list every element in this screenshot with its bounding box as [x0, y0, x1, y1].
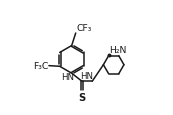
Text: S: S	[78, 92, 86, 102]
Text: H₂N: H₂N	[109, 46, 126, 55]
Text: HN: HN	[61, 73, 74, 82]
Text: CF₃: CF₃	[76, 24, 92, 33]
Text: F₃C: F₃C	[33, 62, 48, 70]
Text: HN: HN	[81, 71, 94, 80]
